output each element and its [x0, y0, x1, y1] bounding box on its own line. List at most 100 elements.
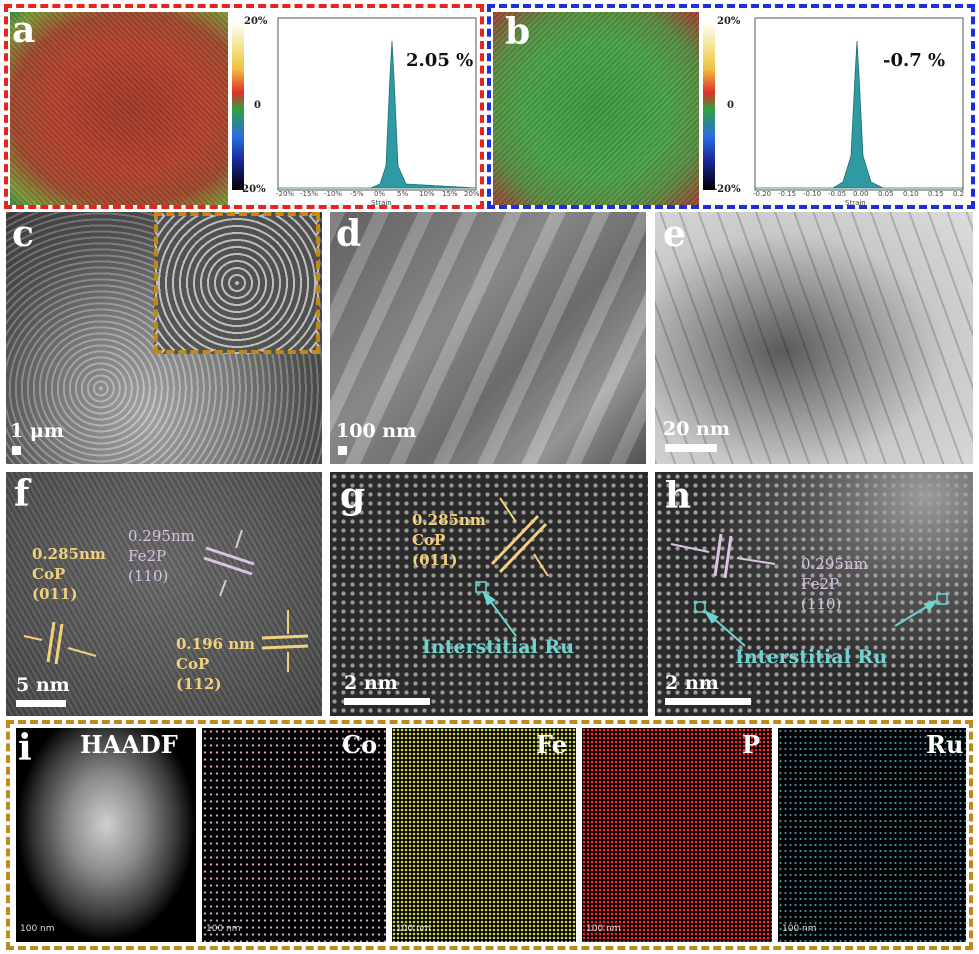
scale-bar-c	[12, 446, 21, 455]
eds-label-p: P	[742, 730, 761, 759]
histogram-a-tick: 20%	[464, 190, 480, 198]
histogram-a-tick: -10%	[324, 190, 342, 198]
scale-bar-e	[665, 444, 717, 452]
fringe-marker-cop-011	[490, 497, 549, 577]
colorbar-a	[232, 22, 244, 190]
histogram-a-tick: 10%	[419, 190, 435, 198]
panel-b: b 20% 0 -20% -0.20 -0.15 -0.10 -0.05 0.0…	[487, 4, 975, 209]
inset-frame-c	[154, 212, 320, 354]
eds-scale-fe: 100 nm	[396, 924, 431, 934]
panel-a: a 20% 0 -20% -20% -15% -10% -5% 0% 5% 10…	[4, 4, 484, 209]
histogram-b-ticks: -0.20 -0.15 -0.10 -0.05 0.00 0.05 0.10 0…	[753, 190, 964, 207]
lattice-phase: CoP	[176, 655, 210, 673]
eds-label-co: Co	[342, 730, 378, 759]
lattice-label-cop-011: 0.285nm CoP (011)	[412, 510, 486, 570]
panel-letter-b: b	[505, 11, 531, 53]
scale-label-d: 100 nm	[336, 420, 417, 442]
colorbar-b-mid: 0	[727, 100, 734, 111]
panel-c: c 1 μm	[6, 212, 322, 464]
histogram-b-tick: 0.00	[853, 190, 869, 198]
eds-label-haadf: HAADF	[80, 730, 178, 759]
eds-map-co	[202, 728, 386, 942]
hrtem-texture-f	[6, 472, 322, 716]
scale-label-f: 5 nm	[16, 674, 70, 696]
eds-map-p	[582, 728, 772, 942]
lattice-plane: (011)	[32, 585, 78, 603]
eds-label-fe: Fe	[536, 730, 567, 759]
panel-letter-e: e	[663, 213, 686, 255]
eds-scale-p: 100 nm	[586, 924, 621, 934]
lattice-spacing: 0.285nm	[32, 545, 106, 563]
eds-scale-ru: 100 nm	[782, 924, 817, 934]
histogram-b-tick: -0.10	[803, 190, 821, 198]
histogram-a-ticks: -20% -15% -10% -5% 0% 5% 10% 15% 20% Str…	[276, 190, 480, 205]
histogram-b-tick: 0.15	[928, 190, 944, 198]
histogram-a	[277, 17, 477, 191]
panel-letter-h: h	[665, 475, 692, 517]
colorbar-b	[703, 22, 715, 190]
strain-value-a: 2.05 %	[406, 50, 474, 71]
lattice-phase: CoP	[412, 531, 446, 549]
strain-map-a-texture	[10, 12, 228, 205]
lattice-label-fe2p-110: 0.295nm Fe2P (110)	[801, 554, 868, 614]
panel-g: g 0.285nm CoP (011) Interstitial Ru 2 nm	[330, 472, 648, 716]
lattice-markers-h	[670, 533, 948, 647]
fringe-marker-cop-112	[261, 610, 309, 672]
histogram-b-tick: -0.20	[753, 190, 771, 198]
interstitial-ru-label-g: Interstitial Ru	[422, 636, 575, 658]
strain-value-b: -0.7 %	[883, 50, 946, 71]
histogram-a-tick: -15%	[300, 190, 318, 198]
lattice-markers-f	[23, 529, 309, 672]
histogram-b-tick: -0.05	[828, 190, 846, 198]
histogram-b-xlabel: Strain	[845, 199, 866, 207]
lattice-label-cop-112: 0.196 nm CoP (112)	[176, 634, 255, 694]
colorbar-a-mid: 0	[254, 100, 261, 111]
histogram-b-tick: 0.2	[953, 190, 964, 198]
lattice-phase: Fe2P	[801, 575, 840, 593]
interstitial-site-marker	[475, 581, 487, 593]
strain-map-b	[493, 12, 699, 205]
histogram-b-tick: -0.15	[778, 190, 796, 198]
panel-e: e 20 nm	[655, 212, 973, 464]
histogram-a-tick: 15%	[442, 190, 458, 198]
scale-label-e: 20 nm	[663, 418, 730, 440]
scale-label-c: 1 μm	[10, 420, 64, 442]
arrow-to-site	[703, 599, 939, 647]
panel-f: f 0.285nm CoP (011) 0.295nm Fe2P (110) 0…	[6, 472, 322, 716]
scale-bar-h	[665, 698, 751, 705]
hrtem-lattice-h	[655, 472, 973, 716]
eds-map-fe	[392, 728, 576, 942]
histogram-a-tick: 0%	[374, 190, 385, 198]
panel-letter-i: i	[18, 727, 32, 769]
arrow-to-site	[481, 590, 517, 637]
sem-texture-d	[330, 212, 646, 464]
lattice-plane: (110)	[128, 567, 169, 585]
interstitial-site-marker	[936, 593, 948, 605]
panel-d: d 100 nm	[330, 212, 646, 464]
lattice-phase: CoP	[32, 565, 66, 583]
scale-label-g: 2 nm	[344, 672, 398, 694]
lattice-plane: (110)	[801, 595, 842, 613]
panel-h: h 0.295nm Fe2P (110) Interstitial Ru 2 n…	[655, 472, 973, 716]
lattice-label-fe2p-110: 0.295nm Fe2P (110)	[128, 526, 195, 586]
eds-label-ru: Ru	[926, 730, 964, 759]
lattice-spacing: 0.285nm	[412, 511, 486, 529]
histogram-b-tick: 0.10	[903, 190, 919, 198]
lattice-markers-g	[475, 497, 549, 637]
fringe-marker-fe2p-110	[203, 529, 255, 597]
scale-label-h: 2 nm	[665, 672, 719, 694]
scale-bar-g	[344, 698, 430, 705]
panel-letter-g: g	[340, 475, 366, 517]
histogram-a-tick: 5%	[397, 190, 408, 198]
lattice-spacing: 0.295nm	[128, 527, 195, 545]
fringe-marker-fe2p-110	[670, 533, 776, 579]
eds-map-haadf	[16, 728, 196, 942]
colorbar-a-bottom: -20%	[238, 184, 266, 195]
panel-i: i HAADF Co Fe P Ru 100 nm 100 nm 100 nm …	[6, 720, 973, 950]
eds-scale-haadf: 100 nm	[20, 924, 55, 934]
fringe-marker-cop-011	[23, 621, 97, 665]
panel-letter-d: d	[336, 213, 362, 255]
lattice-plane: (112)	[176, 675, 222, 693]
interstitial-site-marker	[694, 601, 706, 613]
scale-bar-d	[338, 446, 347, 455]
